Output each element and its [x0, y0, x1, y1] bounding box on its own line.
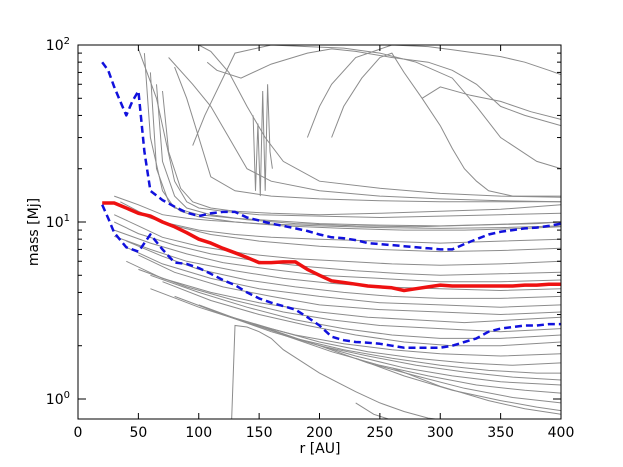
y-tick-label: 101 [46, 213, 70, 231]
track-line-17 [222, 314, 561, 381]
x-tick-label: 100 [185, 425, 212, 441]
x-tick-label: 200 [306, 425, 333, 441]
series-line-upper [101, 61, 561, 251]
track-line-27 [149, 72, 561, 231]
series-line-median [102, 201, 561, 293]
y-axis-label: mass [Mj] [26, 198, 42, 266]
track-line-3 [113, 214, 561, 266]
track-line-29 [162, 90, 561, 216]
y-tick-label: 102 [46, 36, 70, 54]
track-line-21 [355, 357, 561, 412]
x-tick-label: 300 [427, 425, 454, 441]
track-line-5 [114, 229, 561, 283]
ticks-layer: 0 50 100 150 200 250 300 350 400 100 101 102 [46, 36, 575, 441]
track-line-13 [162, 281, 561, 347]
series-layer [101, 61, 561, 349]
track-line-8 [126, 246, 561, 308]
track-line-18 [258, 325, 561, 386]
y-tick-label: 100 [46, 390, 70, 408]
plot-frame [77, 44, 562, 420]
track-line-9 [138, 254, 561, 316]
x-tick-label: 150 [246, 425, 273, 441]
track-line-35 [421, 86, 561, 120]
x-axis-label: r [AU] [300, 441, 341, 457]
track-line-32 [198, 45, 561, 198]
track-line-28 [156, 84, 561, 228]
series-line-lower [101, 204, 561, 349]
track-line-23 [231, 324, 440, 419]
track-line-37 [331, 52, 561, 197]
track-line-25 [137, 48, 561, 219]
x-tick-label: 50 [129, 425, 147, 441]
x-tick-label: 350 [487, 425, 514, 441]
track-line-12 [150, 274, 561, 339]
track-line-11 [138, 268, 561, 333]
track-line-4 [113, 221, 561, 276]
track-line-10 [126, 260, 561, 324]
x-tick-label: 250 [367, 425, 394, 441]
track-line-22 [391, 367, 561, 415]
track-line-19 [283, 334, 561, 394]
track-line-33 [192, 45, 561, 170]
track-line-38 [252, 84, 273, 197]
track-line-16 [198, 304, 561, 374]
track-line-24 [355, 402, 391, 419]
x-tick-label: 0 [74, 425, 83, 441]
track-line-14 [150, 288, 561, 357]
track-line-30 [174, 66, 561, 203]
track-line-34 [206, 48, 561, 127]
track-line-31 [168, 57, 561, 203]
x-tick-label: 400 [548, 425, 575, 441]
